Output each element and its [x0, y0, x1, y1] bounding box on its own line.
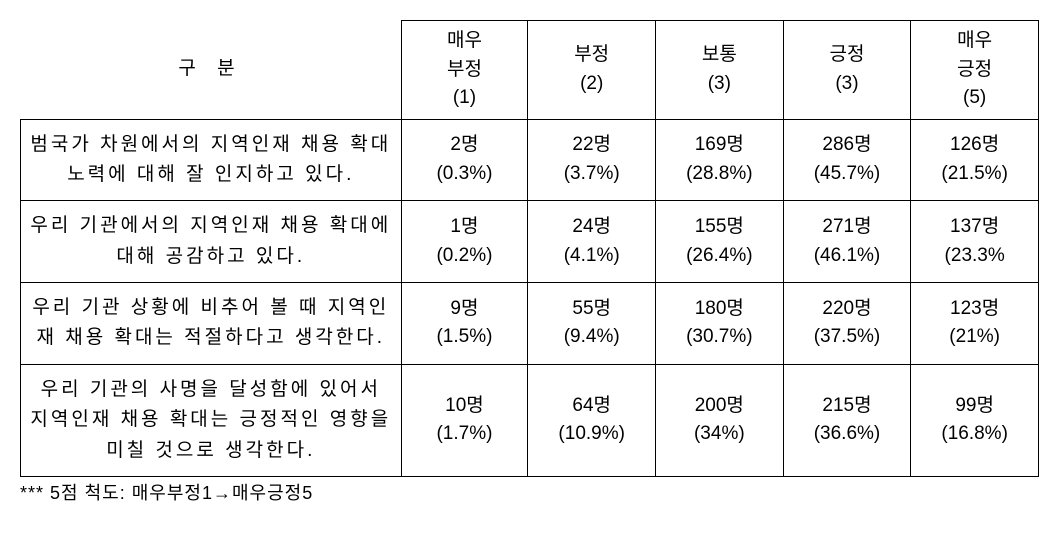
survey-table: 구 분 매우 부정 (1) 부정 (2) 보통 (3) 긍정	[20, 20, 1039, 477]
pct-value: (4.1%)	[532, 242, 651, 271]
data-cell: 126명 (21.5%)	[911, 119, 1039, 201]
col-label-top: 부정	[532, 41, 651, 70]
count-value: 137명	[915, 213, 1034, 242]
pct-value: (1.5%)	[406, 323, 524, 352]
data-cell: 22명 (3.7%)	[528, 119, 656, 201]
count-value: 155명	[660, 213, 779, 242]
col-label-bottom: (1)	[406, 84, 524, 113]
data-cell: 123명 (21%)	[911, 283, 1039, 365]
col-header-3: 보통 (3)	[656, 21, 784, 120]
pct-value: (1.7%)	[406, 420, 524, 449]
header-row: 구 분 매우 부정 (1) 부정 (2) 보통 (3) 긍정	[21, 21, 1039, 120]
question-cell: 범국가 차원에서의 지역인재 채용 확대 노력에 대해 잘 인지하고 있다.	[21, 119, 402, 201]
count-value: 126명	[915, 131, 1034, 160]
pct-value: (0.3%)	[406, 160, 524, 189]
count-value: 271명	[788, 213, 907, 242]
question-cell: 우리 기관의 사명을 달성함에 있어서 지역인재 채용 확대는 긍정적인 영향을…	[21, 364, 402, 476]
col-label-mid: 긍정	[915, 56, 1034, 85]
data-cell: 155명 (26.4%)	[656, 201, 784, 283]
pct-value: (0.2%)	[406, 242, 524, 271]
pct-value: (23.3%	[915, 242, 1034, 271]
data-cell: 271명 (46.1%)	[783, 201, 911, 283]
data-cell: 24명 (4.1%)	[528, 201, 656, 283]
pct-value: (45.7%)	[788, 160, 907, 189]
table-row: 우리 기관의 사명을 달성함에 있어서 지역인재 채용 확대는 긍정적인 영향을…	[21, 364, 1039, 476]
category-header: 구 분	[21, 21, 402, 120]
col-header-4: 긍정 (3)	[783, 21, 911, 120]
count-value: 9명	[406, 295, 524, 324]
count-value: 180명	[660, 295, 779, 324]
data-cell: 200명 (34%)	[656, 364, 784, 476]
pct-value: (28.8%)	[660, 160, 779, 189]
data-cell: 10명 (1.7%)	[401, 364, 528, 476]
footnote: *** 5점 척도: 매우부정1→매우긍정5	[20, 479, 1039, 505]
count-value: 99명	[915, 392, 1034, 421]
table-row: 우리 기관 상황에 비추어 볼 때 지역인재 채용 확대는 적절하다고 생각한다…	[21, 283, 1039, 365]
data-cell: 215명 (36.6%)	[783, 364, 911, 476]
pct-value: (37.5%)	[788, 323, 907, 352]
data-cell: 137명 (23.3%	[911, 201, 1039, 283]
pct-value: (3.7%)	[532, 160, 651, 189]
col-label-bottom: (3)	[660, 70, 779, 99]
count-value: 22명	[532, 131, 651, 160]
pct-value: (34%)	[660, 420, 779, 449]
col-label-mid: 부정	[406, 56, 524, 85]
count-value: 1명	[406, 213, 524, 242]
pct-value: (30.7%)	[660, 323, 779, 352]
data-cell: 1명 (0.2%)	[401, 201, 528, 283]
count-value: 24명	[532, 213, 651, 242]
pct-value: (9.4%)	[532, 323, 651, 352]
pct-value: (21.5%)	[915, 160, 1034, 189]
col-header-5: 매우 긍정 (5)	[911, 21, 1039, 120]
table-row: 우리 기관에서의 지역인재 채용 확대에 대해 공감하고 있다. 1명 (0.2…	[21, 201, 1039, 283]
table-body: 범국가 차원에서의 지역인재 채용 확대 노력에 대해 잘 인지하고 있다. 2…	[21, 119, 1039, 477]
col-label-top: 긍정	[788, 41, 907, 70]
survey-table-container: 구 분 매우 부정 (1) 부정 (2) 보통 (3) 긍정	[20, 20, 1039, 505]
count-value: 169명	[660, 131, 779, 160]
count-value: 215명	[788, 392, 907, 421]
table-row: 범국가 차원에서의 지역인재 채용 확대 노력에 대해 잘 인지하고 있다. 2…	[21, 119, 1039, 201]
data-cell: 64명 (10.9%)	[528, 364, 656, 476]
col-label-top: 보통	[660, 41, 779, 70]
data-cell: 169명 (28.8%)	[656, 119, 784, 201]
count-value: 220명	[788, 295, 907, 324]
data-cell: 220명 (37.5%)	[783, 283, 911, 365]
pct-value: (26.4%)	[660, 242, 779, 271]
data-cell: 2명 (0.3%)	[401, 119, 528, 201]
col-label-bottom: (3)	[788, 70, 907, 99]
col-label-top: 매우	[406, 27, 524, 56]
data-cell: 55명 (9.4%)	[528, 283, 656, 365]
count-value: 10명	[406, 392, 524, 421]
col-header-2: 부정 (2)	[528, 21, 656, 120]
col-header-1: 매우 부정 (1)	[401, 21, 528, 120]
count-value: 55명	[532, 295, 651, 324]
pct-value: (16.8%)	[915, 420, 1034, 449]
col-label-bottom: (5)	[915, 84, 1034, 113]
count-value: 123명	[915, 295, 1034, 324]
pct-value: (36.6%)	[788, 420, 907, 449]
col-label-bottom: (2)	[532, 70, 651, 99]
data-cell: 99명 (16.8%)	[911, 364, 1039, 476]
data-cell: 9명 (1.5%)	[401, 283, 528, 365]
pct-value: (21%)	[915, 323, 1034, 352]
count-value: 286명	[788, 131, 907, 160]
count-value: 64명	[532, 392, 651, 421]
pct-value: (10.9%)	[532, 420, 651, 449]
col-label-top: 매우	[915, 27, 1034, 56]
question-cell: 우리 기관 상황에 비추어 볼 때 지역인재 채용 확대는 적절하다고 생각한다…	[21, 283, 402, 365]
count-value: 200명	[660, 392, 779, 421]
data-cell: 180명 (30.7%)	[656, 283, 784, 365]
count-value: 2명	[406, 131, 524, 160]
question-cell: 우리 기관에서의 지역인재 채용 확대에 대해 공감하고 있다.	[21, 201, 402, 283]
data-cell: 286명 (45.7%)	[783, 119, 911, 201]
pct-value: (46.1%)	[788, 242, 907, 271]
